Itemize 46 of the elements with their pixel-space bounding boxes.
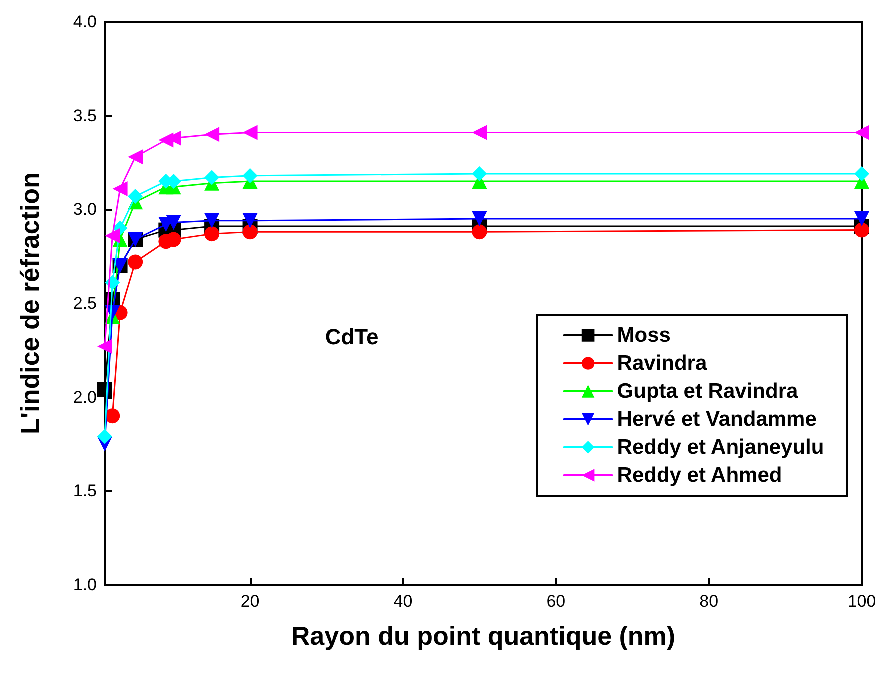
y-tick-label: 4.0 xyxy=(73,12,97,32)
legend-label: Reddy et Anjaneyulu xyxy=(617,436,824,459)
y-tick-label: 1.5 xyxy=(73,482,97,501)
x-tick-label: 60 xyxy=(546,592,566,611)
point xyxy=(105,228,120,244)
x-axis-title: Rayon du point quantique (nm) xyxy=(291,621,676,651)
legend-label: Reddy et Ahmed xyxy=(617,464,782,487)
point xyxy=(112,182,128,197)
y-tick-label: 1.0 xyxy=(73,576,97,594)
y-tick-label: 3.5 xyxy=(73,106,97,126)
point xyxy=(98,429,112,444)
point xyxy=(204,127,220,142)
point xyxy=(204,213,220,228)
point xyxy=(854,166,870,182)
x-tick-label: 100 xyxy=(848,592,876,611)
point xyxy=(98,339,112,354)
legend-label: Ravindra xyxy=(617,352,708,375)
y-axis-title: L'indice de réfraction xyxy=(15,172,45,434)
point xyxy=(204,170,220,186)
legend-label: Hervé et Vandamme xyxy=(617,408,817,431)
point xyxy=(128,254,144,270)
point xyxy=(242,213,258,228)
y-tick-label: 2.5 xyxy=(73,294,97,313)
point xyxy=(204,226,220,242)
point xyxy=(242,224,258,240)
point xyxy=(854,222,870,238)
legend-label: Gupta et Ravindra xyxy=(617,380,798,403)
point xyxy=(128,189,144,204)
point xyxy=(105,408,120,424)
point xyxy=(854,212,870,227)
y-tick-label: 2.0 xyxy=(73,388,97,407)
legend-label: Moss xyxy=(617,324,671,347)
point xyxy=(242,125,258,140)
x-tick-label: 80 xyxy=(700,592,719,611)
point xyxy=(472,224,488,240)
point xyxy=(128,150,144,165)
point xyxy=(854,125,870,140)
point xyxy=(472,125,488,140)
annotation: CdTe xyxy=(325,324,379,350)
x-tick-label: 40 xyxy=(394,592,413,611)
point xyxy=(242,168,258,184)
y-tick-label: 3.0 xyxy=(73,200,97,220)
x-tick-label: 20 xyxy=(240,592,260,611)
point xyxy=(472,166,488,182)
point xyxy=(472,212,488,227)
point xyxy=(166,215,182,230)
